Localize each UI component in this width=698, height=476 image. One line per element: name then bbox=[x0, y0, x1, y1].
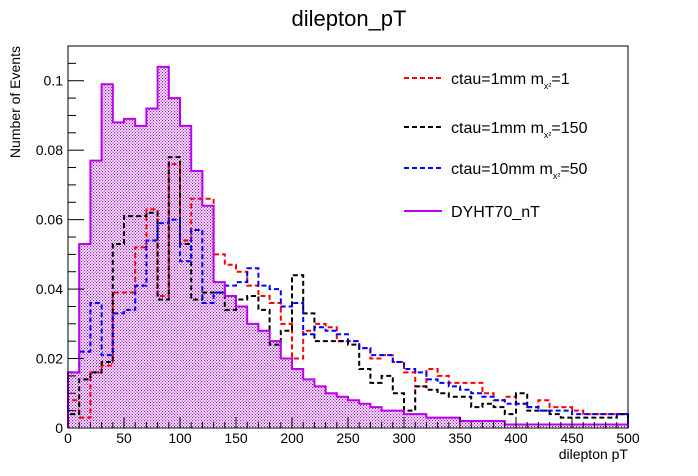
x-tick-label: 450 bbox=[560, 430, 584, 446]
x-tick-label: 100 bbox=[168, 430, 192, 446]
legend-entry-3: DYHT70_nT bbox=[451, 204, 540, 221]
legend: ctau=1mm mx²=1 ctau=1mm mx²=150 ctau=10mm … bbox=[404, 71, 588, 221]
series-layer bbox=[67, 65, 629, 428]
y-axis: 0 0.02 0.04 0.06 0.08 0.1 bbox=[36, 45, 84, 436]
y-axis-label: Number of Events bbox=[7, 46, 23, 158]
x-tick-label: 150 bbox=[224, 430, 248, 446]
chart-title: dilepton_pT bbox=[292, 6, 407, 31]
y-tick-label: 0.1 bbox=[44, 73, 64, 89]
x-tick-label: 300 bbox=[392, 430, 416, 446]
series-fill-3 bbox=[68, 66, 628, 428]
x-tick-label: 250 bbox=[336, 430, 360, 446]
series-line-3 bbox=[67, 65, 629, 428]
x-tick-label: 400 bbox=[504, 430, 528, 446]
filled-histogram-area bbox=[68, 66, 628, 428]
y-tick-label: 0.08 bbox=[36, 142, 63, 158]
legend-entry-2: ctau=10mm mx²=50 bbox=[451, 161, 588, 181]
x-axis-label: dilepton pT bbox=[559, 446, 629, 462]
series-line-1 bbox=[67, 156, 629, 428]
series-line-2 bbox=[67, 218, 629, 428]
x-tick-label: 50 bbox=[116, 430, 132, 446]
x-tick-label: 500 bbox=[616, 430, 640, 446]
y-tick-label: 0.06 bbox=[36, 212, 63, 228]
y-tick-label: 0.04 bbox=[36, 281, 63, 297]
x-tick-label: 200 bbox=[280, 430, 304, 446]
x-tick-label: 0 bbox=[64, 430, 72, 446]
legend-entry-1: ctau=1mm mx²=150 bbox=[451, 120, 588, 140]
y-tick-label: 0.02 bbox=[36, 351, 63, 367]
x-tick-label: 350 bbox=[448, 430, 472, 446]
y-tick-label: 0 bbox=[55, 420, 63, 436]
legend-entry-0: ctau=1mm mx²=1 bbox=[451, 71, 570, 91]
x-axis: 0 50 100 150 200 250 300 350 400 450 500 bbox=[64, 417, 640, 446]
